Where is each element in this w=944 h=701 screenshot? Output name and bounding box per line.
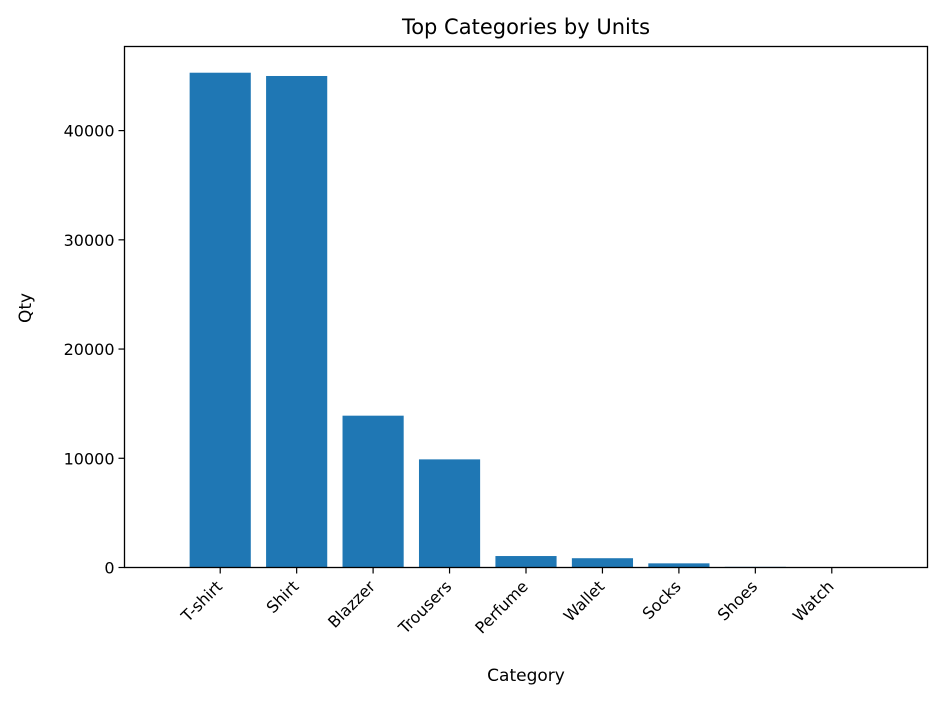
chart-title: Top Categories by Units [401, 15, 650, 39]
y-tick-label: 20000 [64, 340, 115, 359]
plot-frame [123, 45, 929, 569]
bars-group [189, 72, 863, 568]
bar-shirt [266, 75, 328, 568]
y-axis-ticks: 0 10000 20000 30000 40000 [64, 122, 125, 578]
bar-perfume [495, 556, 557, 568]
bar-wallet [571, 558, 634, 568]
y-tick-label: 0 [104, 559, 114, 578]
bar-blazzer [342, 415, 404, 568]
y-tick-label: 40000 [64, 122, 115, 141]
y-tick-label: 30000 [64, 231, 115, 250]
bar-t-shirt [189, 72, 251, 568]
y-axis-label: Qty [16, 293, 36, 323]
y-tick-label: 10000 [64, 449, 115, 468]
x-axis-label: Category [487, 666, 565, 686]
bar-trousers [418, 459, 481, 568]
bar-socks [648, 563, 710, 568]
